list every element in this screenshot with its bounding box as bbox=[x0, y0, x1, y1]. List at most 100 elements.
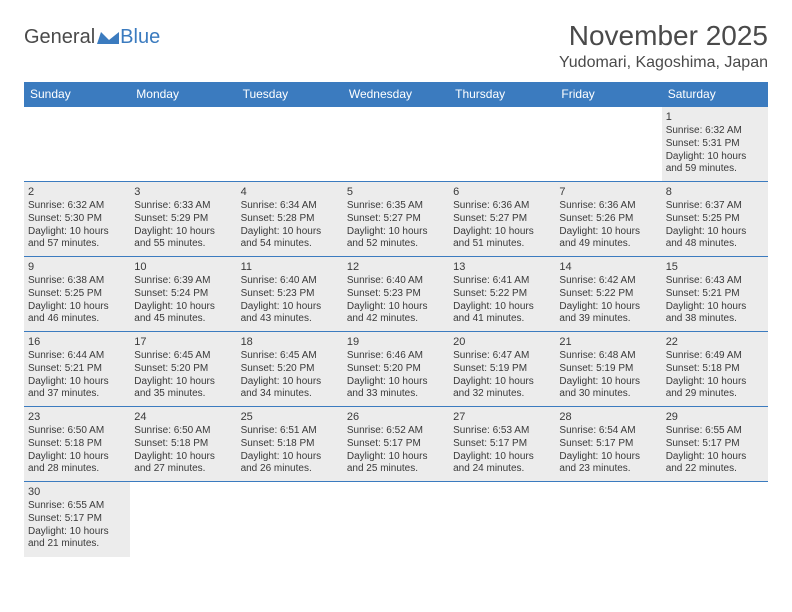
logo-text-1: General bbox=[24, 26, 95, 49]
day-number: 3 bbox=[134, 185, 232, 199]
cell-line: Sunrise: 6:32 AM bbox=[666, 125, 764, 138]
calendar-cell bbox=[555, 107, 661, 182]
cell-line: Daylight: 10 hours bbox=[241, 301, 339, 314]
cell-line: Sunrise: 6:52 AM bbox=[347, 425, 445, 438]
cell-line: Sunset: 5:27 PM bbox=[347, 213, 445, 226]
weekday-header: Sunday bbox=[24, 82, 130, 107]
cell-line: Sunset: 5:23 PM bbox=[347, 288, 445, 301]
cell-line: Sunrise: 6:42 AM bbox=[559, 275, 657, 288]
day-number: 4 bbox=[241, 185, 339, 199]
weekday-header: Tuesday bbox=[237, 82, 343, 107]
cell-line: Sunset: 5:27 PM bbox=[453, 213, 551, 226]
cell-line: Daylight: 10 hours bbox=[134, 451, 232, 464]
calendar-cell: 21Sunrise: 6:48 AMSunset: 5:19 PMDayligh… bbox=[555, 332, 661, 407]
calendar-cell: 11Sunrise: 6:40 AMSunset: 5:23 PMDayligh… bbox=[237, 257, 343, 332]
calendar-cell bbox=[237, 482, 343, 557]
cell-line: and 27 minutes. bbox=[134, 463, 232, 476]
cell-line: and 45 minutes. bbox=[134, 313, 232, 326]
cell-line: and 41 minutes. bbox=[453, 313, 551, 326]
cell-line: Daylight: 10 hours bbox=[453, 226, 551, 239]
flag-icon bbox=[97, 30, 119, 46]
calendar-cell bbox=[130, 482, 236, 557]
cell-line: and 46 minutes. bbox=[28, 313, 126, 326]
cell-line: Sunrise: 6:36 AM bbox=[559, 200, 657, 213]
calendar-cell: 10Sunrise: 6:39 AMSunset: 5:24 PMDayligh… bbox=[130, 257, 236, 332]
cell-line: Sunrise: 6:34 AM bbox=[241, 200, 339, 213]
weekday-header: Monday bbox=[130, 82, 236, 107]
day-number: 2 bbox=[28, 185, 126, 199]
cell-line: Sunset: 5:18 PM bbox=[28, 438, 126, 451]
header: GeneralBlue November 2025 Yudomari, Kago… bbox=[24, 20, 768, 72]
calendar-cell: 23Sunrise: 6:50 AMSunset: 5:18 PMDayligh… bbox=[24, 407, 130, 482]
cell-line: Sunset: 5:25 PM bbox=[28, 288, 126, 301]
cell-line: Sunset: 5:17 PM bbox=[559, 438, 657, 451]
day-number: 26 bbox=[347, 410, 445, 424]
cell-line: and 34 minutes. bbox=[241, 388, 339, 401]
cell-line: Sunrise: 6:51 AM bbox=[241, 425, 339, 438]
day-number: 5 bbox=[347, 185, 445, 199]
calendar-cell: 5Sunrise: 6:35 AMSunset: 5:27 PMDaylight… bbox=[343, 182, 449, 257]
cell-line: Sunset: 5:18 PM bbox=[241, 438, 339, 451]
cell-line: Daylight: 10 hours bbox=[666, 301, 764, 314]
cell-line: and 32 minutes. bbox=[453, 388, 551, 401]
day-number: 6 bbox=[453, 185, 551, 199]
calendar-cell: 4Sunrise: 6:34 AMSunset: 5:28 PMDaylight… bbox=[237, 182, 343, 257]
cell-line: Sunset: 5:30 PM bbox=[28, 213, 126, 226]
calendar-cell bbox=[555, 482, 661, 557]
cell-line: Sunset: 5:21 PM bbox=[666, 288, 764, 301]
calendar-cell: 7Sunrise: 6:36 AMSunset: 5:26 PMDaylight… bbox=[555, 182, 661, 257]
page: GeneralBlue November 2025 Yudomari, Kago… bbox=[0, 0, 792, 557]
cell-line: Sunset: 5:18 PM bbox=[134, 438, 232, 451]
calendar-cell: 16Sunrise: 6:44 AMSunset: 5:21 PMDayligh… bbox=[24, 332, 130, 407]
cell-line: Sunset: 5:25 PM bbox=[666, 213, 764, 226]
day-number: 8 bbox=[666, 185, 764, 199]
day-number: 30 bbox=[28, 485, 126, 499]
cell-line: Sunset: 5:20 PM bbox=[134, 363, 232, 376]
weekday-header-row: Sunday Monday Tuesday Wednesday Thursday… bbox=[24, 82, 768, 107]
cell-line: Sunrise: 6:40 AM bbox=[241, 275, 339, 288]
day-number: 22 bbox=[666, 335, 764, 349]
cell-line: Sunrise: 6:44 AM bbox=[28, 350, 126, 363]
cell-line: Sunset: 5:22 PM bbox=[453, 288, 551, 301]
calendar-cell bbox=[24, 107, 130, 182]
cell-line: and 29 minutes. bbox=[666, 388, 764, 401]
day-number: 15 bbox=[666, 260, 764, 274]
cell-line: Daylight: 10 hours bbox=[134, 376, 232, 389]
day-number: 27 bbox=[453, 410, 551, 424]
cell-line: Sunrise: 6:48 AM bbox=[559, 350, 657, 363]
cell-line: and 21 minutes. bbox=[28, 538, 126, 551]
cell-line: Daylight: 10 hours bbox=[28, 226, 126, 239]
calendar-cell: 17Sunrise: 6:45 AMSunset: 5:20 PMDayligh… bbox=[130, 332, 236, 407]
day-number: 24 bbox=[134, 410, 232, 424]
day-number: 18 bbox=[241, 335, 339, 349]
calendar-cell bbox=[449, 107, 555, 182]
cell-line: and 51 minutes. bbox=[453, 238, 551, 251]
cell-line: Daylight: 10 hours bbox=[241, 451, 339, 464]
calendar-cell bbox=[662, 482, 768, 557]
day-number: 1 bbox=[666, 110, 764, 124]
day-number: 17 bbox=[134, 335, 232, 349]
cell-line: Sunset: 5:23 PM bbox=[241, 288, 339, 301]
day-number: 10 bbox=[134, 260, 232, 274]
logo: GeneralBlue bbox=[24, 20, 160, 49]
calendar-row: 30Sunrise: 6:55 AMSunset: 5:17 PMDayligh… bbox=[24, 482, 768, 557]
calendar-row: 9Sunrise: 6:38 AMSunset: 5:25 PMDaylight… bbox=[24, 257, 768, 332]
cell-line: and 38 minutes. bbox=[666, 313, 764, 326]
cell-line: Daylight: 10 hours bbox=[241, 376, 339, 389]
day-number: 28 bbox=[559, 410, 657, 424]
calendar-cell: 18Sunrise: 6:45 AMSunset: 5:20 PMDayligh… bbox=[237, 332, 343, 407]
day-number: 16 bbox=[28, 335, 126, 349]
cell-line: Daylight: 10 hours bbox=[347, 301, 445, 314]
weekday-header: Friday bbox=[555, 82, 661, 107]
calendar-cell: 29Sunrise: 6:55 AMSunset: 5:17 PMDayligh… bbox=[662, 407, 768, 482]
day-number: 29 bbox=[666, 410, 764, 424]
day-number: 14 bbox=[559, 260, 657, 274]
cell-line: Sunrise: 6:45 AM bbox=[134, 350, 232, 363]
cell-line: Sunset: 5:18 PM bbox=[666, 363, 764, 376]
calendar-cell: 30Sunrise: 6:55 AMSunset: 5:17 PMDayligh… bbox=[24, 482, 130, 557]
calendar-cell: 13Sunrise: 6:41 AMSunset: 5:22 PMDayligh… bbox=[449, 257, 555, 332]
cell-line: Sunrise: 6:36 AM bbox=[453, 200, 551, 213]
calendar-cell: 9Sunrise: 6:38 AMSunset: 5:25 PMDaylight… bbox=[24, 257, 130, 332]
cell-line: Sunset: 5:21 PM bbox=[28, 363, 126, 376]
cell-line: and 33 minutes. bbox=[347, 388, 445, 401]
